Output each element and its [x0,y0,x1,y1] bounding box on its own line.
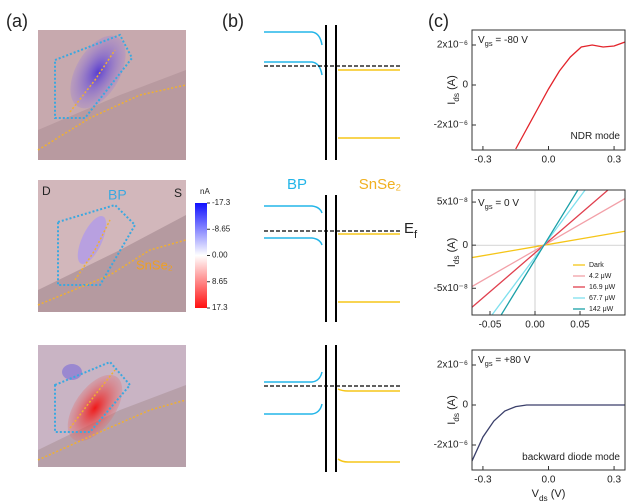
map-label: BP [108,187,127,203]
y-axis-label-part: I [446,264,458,267]
y-axis-label-part: (A) [446,395,458,413]
panel-label: (b) [222,11,244,31]
legend-label: 67.7 μW [589,295,616,302]
y-tick-label: -2x10⁻⁶ [434,440,468,451]
annotation-part: V [478,35,485,46]
x-tick-label: 0.00 [525,320,545,331]
annotation-part: NDR mode [571,131,621,142]
annotation-part: = -80 V [493,35,529,46]
legend-label: 16.9 μW [589,284,616,291]
colorbar-tick-label: 8.65 [212,277,228,286]
map-label: SnSe₂ [136,257,173,272]
plot-frame [471,349,626,471]
band-label: BP [287,176,307,193]
y-axis-label: Ids (A) [446,238,461,268]
y-axis-label: Ids (A) [446,75,461,105]
annotation: Vgs = +80 V [478,355,531,369]
y-tick-label: 0 [462,400,468,411]
y-axis-label-part: (A) [446,238,458,256]
series-line [515,41,625,150]
y-tick-label: 2x10⁻⁶ [437,40,468,51]
colorbar-tick-label: -17.3 [212,198,231,207]
map-label: S [174,186,182,200]
x-tick-label: -0.05 [479,320,502,331]
colorbar-tick-label: 17.3 [212,303,228,312]
y-tick-label: 0 [462,240,468,251]
fermi-label-part: E [404,220,414,237]
y-tick-label: 5x10⁻⁸ [437,197,468,208]
y-tick-label: -2x10⁻⁶ [434,120,468,131]
x-tick-label: 0.05 [570,320,590,331]
series-line [472,404,625,462]
y-axis-label-part: (A) [446,75,458,93]
fermi-label-part: f [414,229,418,241]
x-tick-label: 0.0 [542,155,556,166]
annotation-part: backward diode mode [522,452,620,463]
x-tick-label: 0.0 [542,475,556,486]
y-axis-label-part: ds [452,255,461,264]
x-axis-label-part: ds [539,494,548,502]
annotation: Vgs = 0 V [478,198,519,212]
legend-label: 142 μW [589,306,614,313]
map-top [37,30,187,160]
x-axis-label: Vds (V) [532,488,566,502]
plot-frame [471,189,626,316]
x-tick-label: 0.3 [607,475,621,486]
band-label: SnSe₂ [359,176,402,193]
map-bottom [37,345,187,467]
colorbar-tick-label: -8.65 [212,224,231,233]
y-axis-label-part: ds [452,93,461,102]
y-axis-label-part: ds [452,413,461,422]
annotation-part: V [478,198,485,209]
colorbar [195,203,207,308]
y-tick-label: 2x10⁻⁶ [437,360,468,371]
annotation: backward diode mode [522,452,620,463]
annotation: NDR mode [571,131,621,142]
x-tick-label: 0.3 [607,155,621,166]
legend-label: Dark [589,262,604,269]
annotation-part: = 0 V [493,198,520,209]
series-line [500,190,579,315]
annotation-part: = +80 V [493,355,531,366]
y-tick-label: -5x10⁻⁸ [433,283,468,294]
colorbar-unit: nA [200,187,210,196]
y-axis-label-part: I [446,422,458,425]
y-axis-label-part: I [446,102,458,105]
x-tick-label: -0.3 [474,475,492,486]
y-tick-label: 0 [462,80,468,91]
band-diagrams [264,25,400,472]
y-axis-label: Ids (A) [446,395,461,425]
map-label: D [42,184,51,198]
annotation-part: gs [485,359,493,368]
annotation-part: V [478,355,485,366]
series-line [472,230,625,259]
annotation-part: gs [485,39,493,48]
x-axis-label-part: (V) [548,488,566,500]
fermi-label: Ef [404,220,418,241]
plot-frame [471,29,626,151]
legend-label: 4.2 μW [589,273,612,280]
x-axis-label-part: V [532,488,540,500]
x-tick-label: -0.3 [474,155,492,166]
colorbar-tick-label: 0.00 [212,251,228,260]
map-middle: D BP S SnSe₂ [37,180,187,312]
panel-label: (a) [6,11,28,31]
panel-label: (c) [428,11,449,31]
annotation: Vgs = -80 V [478,35,528,49]
annotation-part: gs [485,202,493,211]
